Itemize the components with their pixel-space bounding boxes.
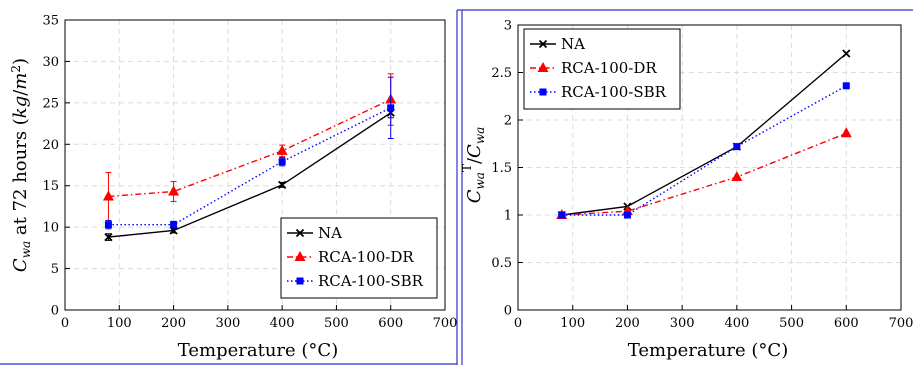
left-series-na-point	[278, 180, 287, 190]
left-x-axis-label: Temperature (°C)	[178, 340, 338, 361]
left-y-tick-label: 25	[42, 96, 59, 111]
right-y-tick-label: 0	[504, 304, 512, 319]
right-x-axis-label: Temperature (°C)	[628, 340, 788, 361]
right-series-rca-100-dr-line	[561, 132, 847, 216]
left-series-rca-100-sbr-point	[387, 104, 395, 112]
left-legend-rca-100-dr-label: RCA-100-DR	[318, 248, 414, 266]
left-series	[102, 73, 397, 242]
right-x-tick-label: 600	[834, 316, 859, 331]
left-x-tick-label: 500	[324, 316, 349, 331]
right-y-tick-label: 2.5	[491, 66, 512, 81]
right-series-na-point	[842, 49, 851, 58]
right-y-tick-label: 3	[504, 19, 512, 34]
left-x-tick-label: 400	[270, 316, 295, 331]
left-y-tick-label: 0	[51, 304, 59, 319]
right-series-rca-100-dr-point	[840, 127, 852, 138]
left-series-rca-100-sbr-point	[170, 221, 178, 229]
right-y-tick-label: 2	[504, 114, 512, 129]
left-legend-rca-100-sbr-label: RCA-100-SBR	[318, 272, 424, 290]
right-x-tick-label: 0	[514, 316, 522, 331]
left-x-tick-label: 300	[215, 316, 240, 331]
left-legend-na-label: NA	[318, 224, 342, 242]
left-series-rca-100-dr-point	[276, 144, 288, 155]
left-legend-rca-100-sbr-marker	[296, 277, 304, 285]
right-y-tick-label: 1	[504, 209, 512, 224]
chart-right: 0 100 200 300 400 500 600 700 0 0.5 1 1.5 2 2.5 3 Temp…	[460, 19, 913, 362]
right-y-axis-label: CwaT/Cwa	[460, 127, 487, 204]
left-x-tick-label: 0	[61, 316, 69, 331]
right-legend-rca-100-sbr-marker	[539, 88, 547, 96]
right-x-tick-label: 500	[779, 316, 804, 331]
left-x-tick-label: 200	[161, 316, 186, 331]
right-series-rca-100-sbr-point	[558, 211, 566, 219]
chart-left: 0 100 200 300 400 500 600 700 0 5 10 15 20 25 30 35 Tem…	[9, 14, 457, 362]
left-legend-rca-100-dr-marker	[294, 251, 306, 261]
left-series-na-line	[108, 112, 392, 238]
left-legend-na-marker	[295, 228, 305, 238]
right-series	[556, 49, 852, 220]
right-legend-rca-100-dr-marker	[537, 62, 549, 72]
left-series-na-point	[104, 232, 113, 242]
right-series-rca-100-sbr-line	[561, 85, 847, 216]
left-series-rca-100-sbr-point	[104, 221, 112, 229]
right-legend-rca-100-dr-label: RCA-100-DR	[561, 59, 657, 77]
right-legend: NA RCA-100-DR RCA-100-SBR	[523, 28, 681, 110]
right-legend-na-label: NA	[561, 35, 585, 53]
right-x-tick-label: 400	[724, 316, 749, 331]
left-series-rca-100-dr-point	[102, 190, 114, 201]
left-legend-box	[280, 217, 438, 299]
left-series-rca-100-sbr-line	[108, 107, 392, 226]
right-legend-box	[523, 28, 681, 110]
left-x-tick-label: 700	[433, 316, 458, 331]
right-x-tick-label: 200	[615, 316, 640, 331]
left-ticks: 0 100 200 300 400 500 600 700 0 5 10 15 20 25 30 35	[42, 14, 457, 332]
right-x-tick-label: 100	[560, 316, 585, 331]
left-series-rca-100-sbr-point	[278, 158, 286, 166]
left-series-rca-100-dr-point	[168, 185, 180, 196]
right-series-rca-100-dr-point	[731, 171, 743, 181]
right-x-tick-label: 300	[670, 316, 695, 331]
left-y-tick-label: 10	[42, 221, 59, 236]
left-y-tick-label: 35	[42, 14, 59, 29]
right-x-tick-label: 700	[889, 316, 913, 331]
left-y-tick-label: 5	[51, 262, 59, 277]
right-y-tick-label: 0.5	[491, 256, 512, 271]
right-series-rca-100-sbr-point	[842, 82, 850, 90]
left-series-rca-100-dr-line	[108, 98, 391, 198]
left-x-tick-label: 600	[378, 316, 403, 331]
left-x-tick-label: 100	[107, 316, 132, 331]
right-y-tick-label: 1.5	[491, 161, 512, 176]
left-plot-frame	[64, 19, 446, 311]
left-legend: NA RCA-100-DR RCA-100-SBR	[280, 217, 438, 299]
right-ticks: 0 100 200 300 400 500 600 700 0 0.5 1 1.5 2 2.5 3	[491, 19, 913, 332]
left-y-axis-label: Cwa at 72 hours (kg/m2)	[9, 58, 33, 272]
right-legend-na-marker	[538, 39, 548, 49]
left-y-tick-label: 30	[42, 55, 59, 70]
right-legend-rca-100-sbr-label: RCA-100-SBR	[561, 83, 667, 101]
right-series-rca-100-sbr-point	[623, 211, 631, 219]
right-series-rca-100-sbr-point	[733, 143, 741, 151]
right-series-na-line	[561, 52, 847, 216]
left-y-tick-label: 20	[42, 138, 59, 153]
left-y-tick-label: 15	[42, 179, 59, 194]
